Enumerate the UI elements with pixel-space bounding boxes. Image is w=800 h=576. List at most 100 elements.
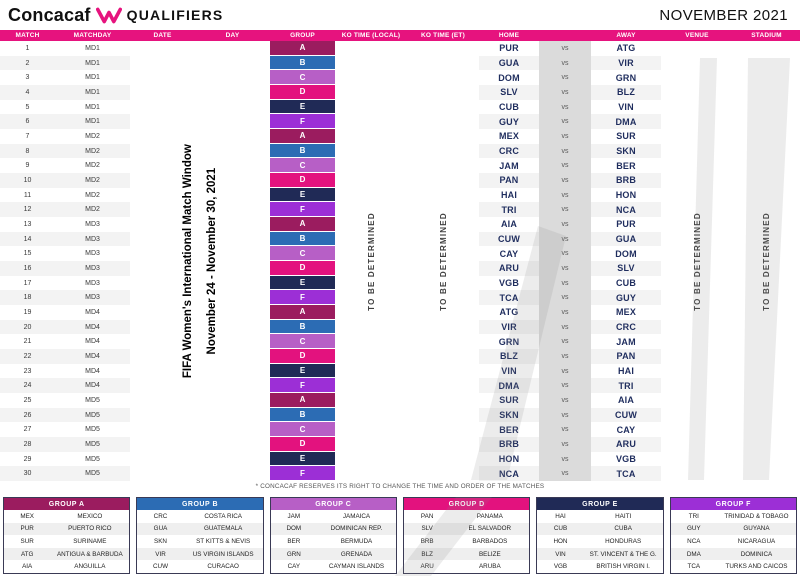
venue-cell bbox=[661, 144, 733, 159]
match-number: 12 bbox=[0, 202, 55, 218]
home-team: SKN bbox=[479, 407, 539, 423]
table-row: 23 MD4 E VIN vs HAI bbox=[0, 363, 800, 379]
day-cell bbox=[195, 437, 270, 452]
team-name: ANGUILLA bbox=[74, 563, 106, 571]
vs-label: vs bbox=[539, 334, 591, 350]
ko-et-cell bbox=[407, 56, 479, 71]
vs-label: vs bbox=[539, 114, 591, 130]
home-team: PUR bbox=[499, 43, 519, 54]
stadium-cell bbox=[733, 334, 800, 349]
away-team: NCA bbox=[591, 202, 661, 218]
column-header: MATCH bbox=[15, 32, 40, 39]
venue-cell bbox=[661, 276, 733, 291]
group-badge: C bbox=[270, 334, 335, 350]
away-team: BLZ bbox=[591, 85, 661, 100]
table-row: 22 MD4 D BLZ vs PAN bbox=[0, 349, 800, 364]
match-number: 22 bbox=[0, 349, 55, 364]
match-number: 28 bbox=[0, 437, 55, 452]
ko-et-cell bbox=[407, 261, 479, 276]
match-number: 14 bbox=[0, 231, 55, 247]
legend-team-row: VGB BRITISH VIRGIN I. bbox=[537, 560, 662, 573]
table-row: 11 MD2 E HAI vs HON bbox=[0, 187, 800, 203]
group-badge: F bbox=[270, 114, 335, 130]
day-cell bbox=[195, 144, 270, 159]
team-code: JAM bbox=[287, 512, 301, 520]
stadium-cell bbox=[733, 217, 800, 232]
team-code: TCA bbox=[687, 563, 701, 571]
stadium-cell bbox=[733, 70, 800, 85]
group-table-header: GROUP F bbox=[670, 498, 796, 510]
match-number: 8 bbox=[0, 143, 55, 159]
away-team: GUY bbox=[591, 290, 661, 306]
group-table-header: GROUP C bbox=[270, 498, 396, 510]
team-name: CURACAO bbox=[207, 563, 239, 571]
ko-et-cell bbox=[407, 70, 479, 85]
table-row: 8 MD2 B CRC vs SKN bbox=[0, 143, 800, 159]
match-number: 6 bbox=[0, 114, 55, 130]
date-cell bbox=[130, 129, 195, 144]
legend-team-row: HON HONDURAS bbox=[537, 535, 662, 548]
vs-label: vs bbox=[539, 422, 591, 438]
vs-label: vs bbox=[539, 129, 591, 144]
matchday-label: MD1 bbox=[85, 44, 100, 52]
ko-local-cell bbox=[335, 364, 407, 379]
table-row: 7 MD2 A MEX vs SUR bbox=[0, 129, 800, 144]
table-row: 18 MD3 F TCA vs GUY bbox=[0, 290, 800, 306]
vs-label: vs bbox=[539, 363, 591, 379]
ko-local-cell bbox=[335, 70, 407, 85]
matchday-label: MD4 bbox=[55, 319, 130, 335]
ko-et-cell bbox=[407, 408, 479, 423]
venue-cell bbox=[661, 437, 733, 452]
legend-team-row: NCA NICARAGUA bbox=[671, 535, 796, 548]
team-name: COSTA RICA bbox=[204, 512, 242, 520]
home-team: ARU bbox=[479, 261, 539, 276]
venue-cell bbox=[661, 114, 733, 129]
table-row: 21 MD4 C GRN vs JAM bbox=[0, 334, 800, 350]
table-row: 1 MD1 A PUR vs ATG bbox=[0, 41, 800, 56]
group-badge: C bbox=[270, 158, 335, 174]
ko-local-cell bbox=[335, 305, 407, 320]
table-row: 25 MD5 A SUR vs AIA bbox=[0, 393, 800, 408]
home-team: MEX bbox=[498, 131, 520, 142]
team-code: MEX bbox=[20, 512, 34, 520]
vs-label: vs bbox=[539, 393, 591, 408]
day-cell bbox=[195, 320, 270, 335]
ko-et-cell bbox=[407, 320, 479, 335]
ko-local-cell bbox=[335, 144, 407, 159]
date-cell bbox=[130, 202, 195, 217]
legend-team-row: DMA DOMINICA bbox=[670, 547, 796, 561]
matchday-label: MD5 bbox=[55, 437, 130, 452]
matchday-label: MD4 bbox=[85, 338, 100, 346]
away-team: ATG bbox=[616, 43, 636, 54]
column-header: KO TIME (ET) bbox=[421, 32, 465, 39]
team-code: GUA bbox=[153, 525, 168, 533]
match-number: 18 bbox=[0, 290, 55, 306]
table-row: 6 MD1 F GUY vs DMA bbox=[0, 114, 800, 130]
ko-et-cell bbox=[407, 437, 479, 452]
match-number: 4 bbox=[0, 85, 55, 100]
team-name: GUYANA bbox=[743, 525, 770, 533]
match-number: 30 bbox=[0, 466, 55, 482]
day-cell bbox=[195, 188, 270, 203]
away-team: BRB bbox=[591, 173, 661, 188]
vs-label: vs bbox=[539, 305, 591, 320]
away-team: HON bbox=[615, 190, 637, 201]
ko-local-cell bbox=[335, 100, 407, 115]
home-team: TCA bbox=[479, 290, 539, 306]
team-code: VGB bbox=[553, 563, 568, 571]
day-cell bbox=[195, 70, 270, 85]
team-name: PANAMA bbox=[476, 512, 503, 520]
table-row: 4 MD1 D SLV vs BLZ bbox=[0, 85, 800, 100]
team-code: BLZ bbox=[421, 550, 433, 558]
table-row: 30 MD5 F NCA vs TCA bbox=[0, 466, 800, 482]
venue-cell bbox=[661, 408, 733, 423]
date-cell bbox=[130, 290, 195, 305]
team-code: TRI bbox=[688, 512, 699, 520]
venue-cell bbox=[661, 41, 733, 56]
group-badge: F bbox=[270, 202, 335, 218]
day-cell bbox=[195, 56, 270, 71]
stadium-cell bbox=[733, 393, 800, 408]
legend-team-row: TRI TRINIDAD & TOBAGO bbox=[671, 510, 796, 523]
ko-local-cell bbox=[335, 349, 407, 364]
home-team: VGB bbox=[498, 278, 520, 289]
